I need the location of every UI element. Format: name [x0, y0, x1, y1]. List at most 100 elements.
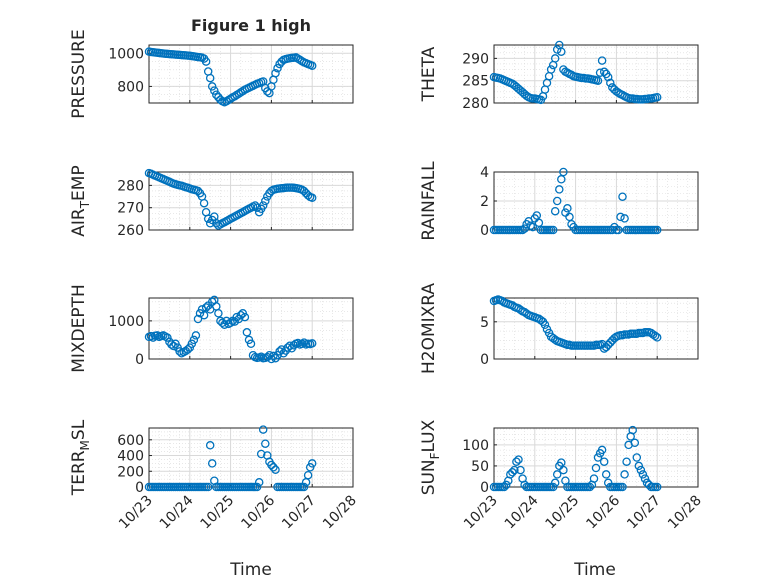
data-point: [652, 225, 662, 235]
data-point: [307, 61, 317, 70]
data-point: [236, 310, 246, 320]
data-point: [628, 425, 637, 435]
data-point: [303, 470, 313, 480]
data-point: [261, 196, 270, 206]
y-axis-label: AIRTEMP: [69, 165, 92, 236]
subplot-h2omixra: 0 5 H2OMIXRA: [419, 283, 699, 374]
data-series: [144, 168, 317, 230]
data-point: [263, 87, 272, 96]
data-point: [516, 465, 525, 475]
y-tick-label: 0: [135, 352, 144, 368]
data-point: [263, 352, 272, 362]
data-point: [499, 482, 509, 492]
axes-box: [493, 427, 699, 488]
subplot-air: 260 270 280 AIRTEMP: [69, 165, 354, 239]
data-point: [271, 465, 280, 474]
data-point: [540, 320, 550, 330]
data-point: [258, 201, 268, 210]
subplot-rainfall: 0 2 4 RAINFALL: [419, 161, 699, 241]
data-point: [640, 474, 650, 483]
data-point: [212, 90, 221, 99]
data-point: [261, 439, 270, 448]
data-series: [144, 295, 317, 364]
data-point: [618, 192, 627, 201]
data-point: [630, 438, 640, 448]
data-point: [256, 352, 266, 361]
y-axis-label: RAINFALL: [419, 161, 439, 241]
data-point: [516, 305, 525, 315]
data-point: [589, 474, 599, 483]
data-point: [203, 482, 213, 492]
data-point: [614, 225, 623, 235]
data-point: [603, 72, 613, 82]
data-point: [599, 67, 609, 77]
data-series: [144, 425, 317, 492]
data-point: [652, 333, 662, 342]
data-point: [548, 482, 558, 492]
data-point: [183, 345, 193, 354]
data-point: [652, 92, 662, 102]
y-tick-label: 285: [462, 74, 489, 90]
axes-box: [493, 297, 699, 360]
data-point: [618, 482, 627, 492]
data-point: [307, 339, 317, 348]
data-point: [606, 78, 615, 88]
data-point: [595, 68, 605, 77]
data-point: [622, 457, 631, 466]
figure-title: Figure 1 high: [191, 16, 311, 35]
data-point: [197, 305, 207, 314]
data-point: [599, 457, 609, 466]
y-tick-label: 200: [117, 464, 144, 480]
data-point: [650, 331, 660, 341]
data-point: [552, 470, 562, 479]
data-point: [293, 338, 303, 348]
data-point: [252, 482, 262, 492]
data-point: [593, 76, 603, 85]
xlabel-right: Time: [573, 560, 616, 580]
axes-box: [148, 297, 354, 360]
data-series: [489, 295, 662, 353]
data-point: [214, 309, 223, 318]
y-tick-label: 50: [471, 459, 489, 475]
data-point: [146, 331, 156, 341]
data-point: [563, 68, 572, 77]
data-point: [191, 331, 201, 340]
data-point: [148, 333, 158, 342]
data-point: [254, 478, 264, 487]
data-point: [289, 341, 299, 350]
y-axis-label: PRESSURE: [69, 29, 89, 118]
y-axis-label: MIXDEPTH: [69, 284, 89, 373]
data-point: [550, 206, 560, 216]
data-point: [193, 186, 203, 196]
data-point: [258, 425, 268, 434]
y-tick-label: 0: [135, 480, 144, 496]
y-tick-label: 290: [462, 51, 489, 67]
data-point: [256, 449, 266, 459]
data-point: [620, 214, 629, 223]
data-point: [175, 347, 184, 356]
data-point: [526, 221, 535, 230]
data-point: [212, 219, 221, 228]
data-point: [299, 338, 309, 347]
data-point: [508, 468, 517, 477]
data-point: [205, 441, 215, 450]
y-tick-label: 4: [480, 165, 489, 181]
data-point: [303, 191, 313, 200]
y-tick-label: 1000: [108, 46, 144, 62]
data-point: [501, 480, 511, 490]
y-tick-label: 600: [117, 433, 144, 449]
data-point: [246, 339, 256, 349]
data-point: [585, 482, 595, 492]
xlabel-left: Time: [229, 560, 272, 580]
data-point: [532, 211, 542, 220]
data-point: [514, 455, 523, 464]
data-point: [242, 328, 252, 337]
data-point: [205, 73, 215, 83]
data-point: [634, 461, 644, 471]
data-point: [528, 222, 538, 232]
y-axis-label: SUNFLUX: [419, 419, 442, 495]
data-point: [512, 457, 521, 466]
data-point: [189, 335, 199, 345]
